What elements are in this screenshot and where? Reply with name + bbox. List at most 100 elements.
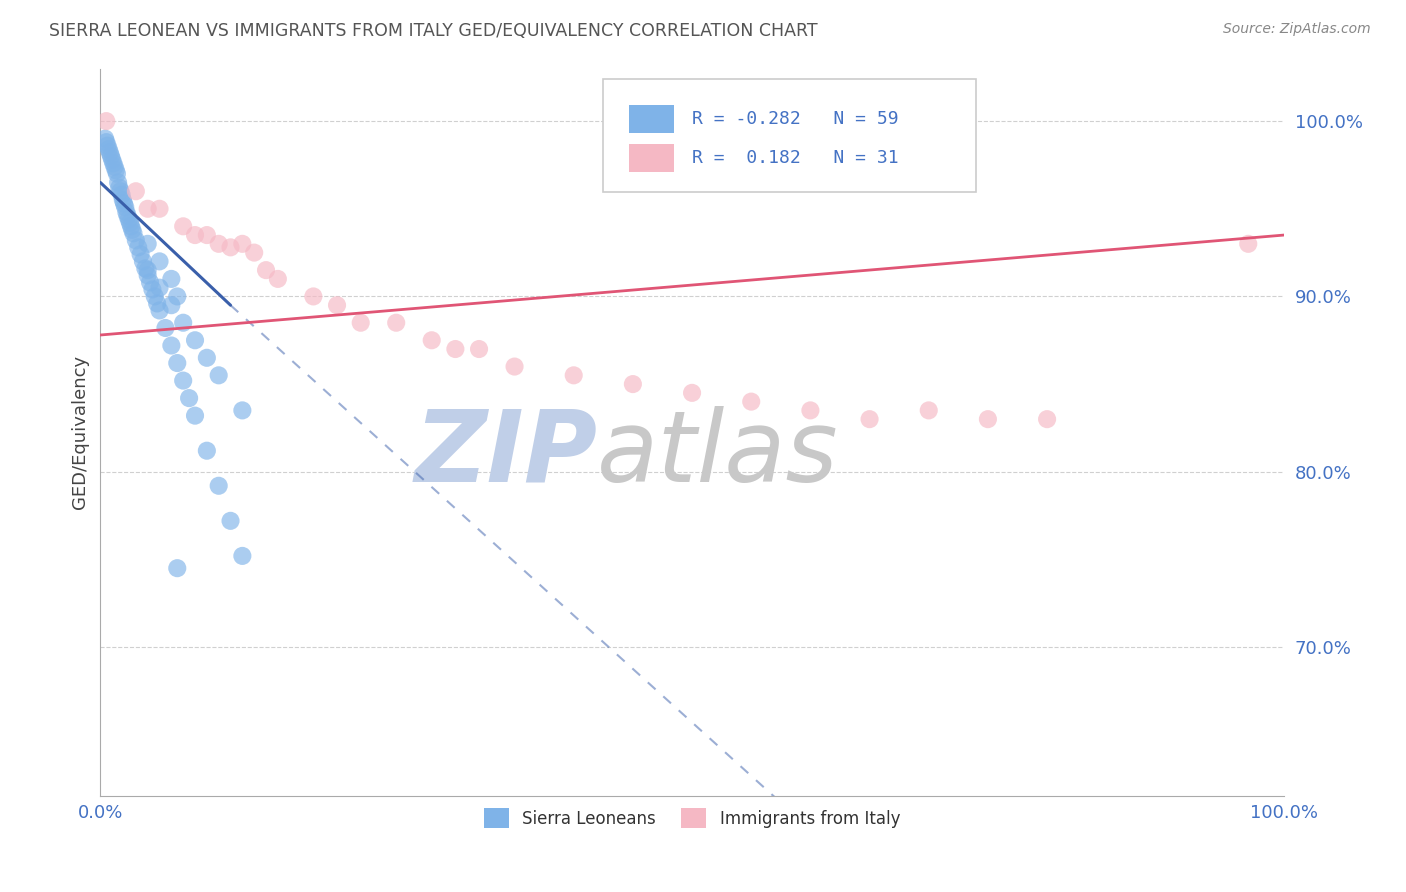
Point <box>148 202 170 216</box>
Point <box>98 145 121 160</box>
Point <box>621 377 644 392</box>
Point <box>103 160 125 174</box>
Point <box>103 156 125 170</box>
Point <box>134 261 156 276</box>
Point <box>302 289 325 303</box>
Point <box>127 240 149 254</box>
Point <box>111 187 134 202</box>
Point <box>96 114 118 128</box>
Point <box>1036 412 1059 426</box>
Point <box>136 202 159 216</box>
Point <box>858 412 880 426</box>
Point <box>105 167 128 181</box>
Point <box>132 254 155 268</box>
Text: R =  0.182   N = 31: R = 0.182 N = 31 <box>692 149 898 167</box>
Point <box>219 514 242 528</box>
Point <box>267 272 290 286</box>
Point <box>118 216 141 230</box>
Point <box>977 412 1000 426</box>
Y-axis label: GED/Equivalency: GED/Equivalency <box>72 355 89 509</box>
Point <box>110 184 132 198</box>
Point <box>219 240 242 254</box>
Point <box>108 180 131 194</box>
Text: ZIP: ZIP <box>415 406 598 502</box>
Point <box>184 228 207 243</box>
Point <box>172 316 194 330</box>
Point <box>166 561 188 575</box>
Point <box>100 149 122 163</box>
Bar <box>630 145 675 172</box>
Legend: Sierra Leoneans, Immigrants from Italy: Sierra Leoneans, Immigrants from Italy <box>478 801 907 835</box>
Point <box>148 303 170 318</box>
Text: R = -0.282   N = 59: R = -0.282 N = 59 <box>692 110 898 128</box>
Text: atlas: atlas <box>598 406 839 502</box>
Text: Source: ZipAtlas.com: Source: ZipAtlas.com <box>1223 22 1371 37</box>
Point <box>799 403 821 417</box>
Point <box>195 443 218 458</box>
Point <box>96 138 118 153</box>
Point <box>96 135 118 149</box>
Point <box>148 280 170 294</box>
Point <box>160 272 183 286</box>
Point <box>184 409 207 423</box>
Point <box>179 391 201 405</box>
Point <box>172 374 194 388</box>
Point <box>112 196 135 211</box>
Point <box>231 236 253 251</box>
Point <box>444 342 467 356</box>
Point <box>195 351 218 365</box>
Point <box>160 338 183 352</box>
Point <box>740 394 762 409</box>
FancyBboxPatch shape <box>603 79 976 192</box>
Point <box>94 131 117 145</box>
Point <box>117 209 139 223</box>
Point <box>166 356 188 370</box>
Point <box>141 282 163 296</box>
Point <box>115 205 138 219</box>
Point <box>231 403 253 417</box>
Point <box>160 298 183 312</box>
Point <box>208 368 231 383</box>
Point <box>195 228 218 243</box>
Point <box>208 236 231 251</box>
Point <box>101 153 124 167</box>
Point <box>420 333 443 347</box>
Point <box>1237 236 1260 251</box>
Point <box>136 236 159 251</box>
Text: SIERRA LEONEAN VS IMMIGRANTS FROM ITALY GED/EQUIVALENCY CORRELATION CHART: SIERRA LEONEAN VS IMMIGRANTS FROM ITALY … <box>49 22 818 40</box>
Point <box>681 385 703 400</box>
Point <box>121 223 143 237</box>
Point <box>139 276 162 290</box>
Point <box>104 163 127 178</box>
Point <box>918 403 941 417</box>
Point <box>136 263 159 277</box>
Point <box>143 289 166 303</box>
Point <box>468 342 491 356</box>
Point <box>111 193 134 207</box>
Point <box>155 321 177 335</box>
Point <box>166 289 188 303</box>
Point <box>148 254 170 268</box>
Point <box>385 316 408 330</box>
Point <box>114 200 136 214</box>
Point <box>107 176 129 190</box>
Point <box>326 298 349 312</box>
Point <box>125 233 148 247</box>
Point <box>503 359 526 374</box>
Point <box>125 184 148 198</box>
Point <box>146 296 169 310</box>
Point <box>562 368 585 383</box>
Point <box>243 245 266 260</box>
Point <box>172 219 194 234</box>
Bar <box>630 105 675 133</box>
Point <box>120 219 142 234</box>
Point <box>208 479 231 493</box>
Point <box>129 247 152 261</box>
Point <box>231 549 253 563</box>
Point <box>118 212 141 227</box>
Point <box>122 227 145 241</box>
Point <box>350 316 373 330</box>
Point <box>254 263 277 277</box>
Point <box>136 268 159 283</box>
Point <box>184 333 207 347</box>
